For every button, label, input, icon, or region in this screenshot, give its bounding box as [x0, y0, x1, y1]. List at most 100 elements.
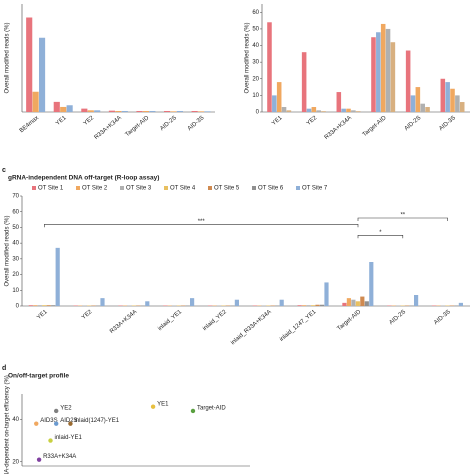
- y-tick-label: 0: [256, 110, 260, 116]
- x-tick-label: R33A+K34A: [324, 115, 353, 141]
- bar: [121, 110, 128, 112]
- bar: [306, 108, 312, 112]
- bar: [191, 110, 198, 112]
- significance-bracket: [44, 223, 359, 228]
- legend-swatch: [164, 186, 168, 190]
- bar: [324, 282, 329, 306]
- bar: [415, 87, 421, 112]
- panel-label: c: [2, 167, 6, 174]
- y-axis-label: gRNA-dependent on-target efficiency (%): [5, 375, 11, 474]
- bar: [351, 299, 356, 306]
- bar: [115, 110, 122, 112]
- y-tick-label: 30: [12, 256, 19, 262]
- bar: [376, 32, 381, 112]
- chart-title: gRNA-independent DNA off-target (R-loop …: [8, 175, 159, 182]
- x-tick-label: AID-3S: [438, 115, 457, 132]
- point-label: YE2: [60, 406, 72, 412]
- bar: [410, 95, 416, 112]
- y-tick-label: 70: [12, 194, 19, 200]
- bar: [414, 295, 419, 306]
- bar: [390, 42, 396, 112]
- bar: [301, 52, 307, 112]
- bar: [336, 92, 342, 112]
- point: [48, 438, 53, 443]
- legend-label: OT Site 5: [214, 186, 240, 192]
- bar: [163, 110, 171, 112]
- bar: [341, 108, 346, 112]
- bar: [66, 105, 73, 112]
- x-tick-label: AID-3S: [433, 309, 452, 326]
- point-label: R33A+K34A: [43, 454, 76, 460]
- x-tick-label: YE1: [55, 115, 68, 127]
- x-tick-label: AID-2S: [159, 115, 178, 132]
- bar: [459, 102, 465, 112]
- y-tick-label: 40: [12, 241, 19, 247]
- bar: [60, 106, 67, 112]
- y-tick-label: 60: [12, 209, 19, 215]
- legend-label: OT Site 1: [38, 186, 64, 192]
- y-tick-label: 30: [252, 60, 259, 66]
- legend-label: OT Site 2: [82, 186, 108, 192]
- bar: [55, 247, 60, 306]
- y-tick-label: 0: [16, 304, 20, 310]
- x-tick-label: Target-AID: [336, 309, 362, 332]
- bar: [286, 110, 292, 112]
- bar: [234, 299, 239, 306]
- significance-bracket: [357, 234, 404, 239]
- legend-swatch: [32, 186, 36, 190]
- bar: [360, 296, 365, 306]
- bar: [87, 110, 94, 112]
- y-tick-label: 20: [252, 76, 259, 82]
- y-axis-label: Overall modified reads (%): [5, 22, 11, 93]
- bar: [26, 17, 33, 112]
- bar: [306, 305, 311, 306]
- x-tick-label: AID-3S: [187, 115, 206, 132]
- point-label: inlaid(1247)-YE1: [74, 418, 119, 424]
- y-tick-label: 50: [252, 27, 259, 33]
- bar: [53, 101, 60, 112]
- bar: [267, 22, 272, 112]
- bar: [371, 37, 376, 112]
- bar: [190, 298, 195, 306]
- x-tick-label: AID-2S: [388, 309, 407, 326]
- y-tick-label: 60: [252, 10, 259, 16]
- legend-swatch: [208, 186, 212, 190]
- significance-bracket: [357, 217, 448, 221]
- bar: [445, 82, 450, 112]
- x-tick-label: R33A+K34A: [109, 309, 138, 335]
- legend-label: OT Site 6: [258, 186, 284, 192]
- bar: [33, 305, 38, 306]
- y-tick-label: 20: [12, 459, 19, 465]
- y-tick-label: 40: [12, 417, 19, 423]
- bar: [28, 305, 33, 306]
- x-tick-label: YE1: [271, 115, 284, 127]
- y-tick-label: 10: [252, 93, 259, 99]
- bar: [310, 305, 316, 306]
- legend-label: OT Site 7: [302, 186, 328, 192]
- bar: [405, 50, 411, 112]
- x-tick-label: Target-AID: [125, 115, 151, 138]
- x-tick-label: inlaid_YE2: [202, 309, 228, 332]
- bar: [342, 302, 347, 306]
- bar: [145, 301, 150, 306]
- bar: [385, 28, 391, 112]
- bar: [420, 103, 425, 112]
- bar: [46, 305, 51, 306]
- bar: [94, 110, 101, 112]
- chart-title: On/off-target profile: [8, 373, 69, 380]
- point-label: Target-AID: [197, 406, 226, 412]
- y-axis-label: Overall modified reads (%): [5, 215, 11, 286]
- point: [190, 408, 196, 414]
- bar: [321, 111, 326, 112]
- y-tick-label: 20: [12, 272, 19, 278]
- point: [54, 408, 59, 414]
- bar: [458, 302, 463, 306]
- bar: [176, 110, 183, 112]
- bar: [37, 305, 42, 306]
- bar: [149, 110, 156, 112]
- x-tick-label: BE4max: [19, 115, 40, 134]
- bar: [281, 107, 287, 112]
- bar: [450, 88, 455, 112]
- bar: [108, 110, 115, 112]
